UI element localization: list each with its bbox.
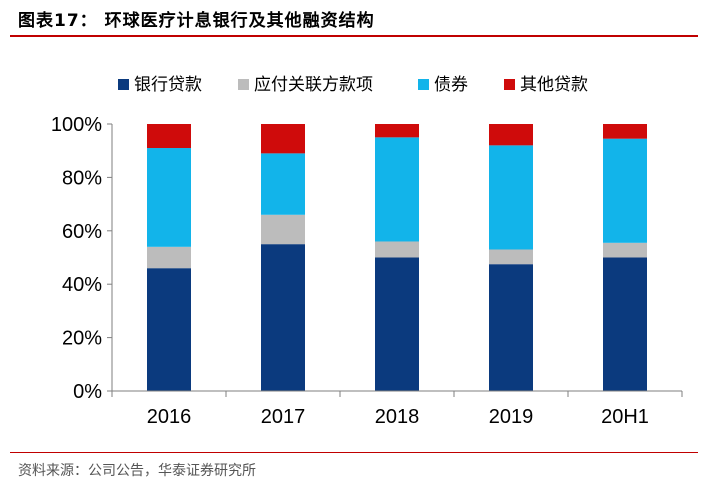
bar-segment-20H1-1 [603,242,647,258]
bar-segment-20H1-2 [603,138,647,243]
bar-segment-2019-2 [489,145,533,250]
legend-label-0: 银行贷款 [134,75,202,95]
legend-swatch-0 [118,79,129,90]
x-tick-label: 20H1 [601,406,649,428]
bar-segment-2018-2 [375,137,419,242]
x-axis: 2016 2017 2018 2019 20H1 [111,390,683,428]
bar-segment-2019-1 [489,249,533,265]
bar-segment-20H1-3 [603,124,647,139]
y-axis: 0% 20% 40% 60% 80% 100% [51,114,113,403]
x-tick-label: 2018 [375,406,420,428]
bar-segment-2019-3 [489,124,533,146]
bar-segment-2018-0 [375,257,419,391]
bar-segment-2017-0 [261,244,305,391]
legend-swatch-2 [418,79,429,90]
bar-segment-2018-3 [375,124,419,138]
y-tick-label: 60% [62,221,102,243]
legend-label-1: 应付关联方款项 [254,75,373,95]
y-tick-label: 80% [62,167,102,189]
bar-segment-2017-1 [261,214,305,245]
x-tick-label: 2019 [489,406,534,428]
x-tick-label: 2017 [261,406,306,428]
legend-swatch-1 [238,79,249,90]
bar-segment-2016-1 [147,246,191,269]
bar-segment-2018-1 [375,241,419,258]
bar-segment-2017-3 [261,124,305,154]
title-divider [10,35,698,37]
bars [147,124,647,391]
x-tick-label: 2016 [147,406,192,428]
bar-segment-20H1-0 [603,257,647,391]
y-tick-label: 20% [62,328,102,350]
chart-title: 图表17： 环球医疗计息银行及其他融资结构 [18,11,375,31]
legend-label-2: 债券 [434,75,468,95]
bar-segment-2017-2 [261,153,305,215]
bar-segment-2019-0 [489,264,533,391]
y-tick-label: 100% [51,114,102,136]
legend-label-3: 其他贷款 [520,75,588,95]
bar-segment-2016-0 [147,268,191,391]
legend: 银行贷款 应付关联方款项 债券 其他贷款 [118,75,588,95]
y-tick-label: 40% [62,274,102,296]
source-divider [10,452,698,453]
source-note: 资料来源：公司公告，华泰证券研究所 [18,463,256,479]
legend-swatch-3 [504,79,515,90]
bar-segment-2016-2 [147,148,191,247]
bar-segment-2016-3 [147,124,191,149]
y-tick-label: 0% [73,381,102,403]
